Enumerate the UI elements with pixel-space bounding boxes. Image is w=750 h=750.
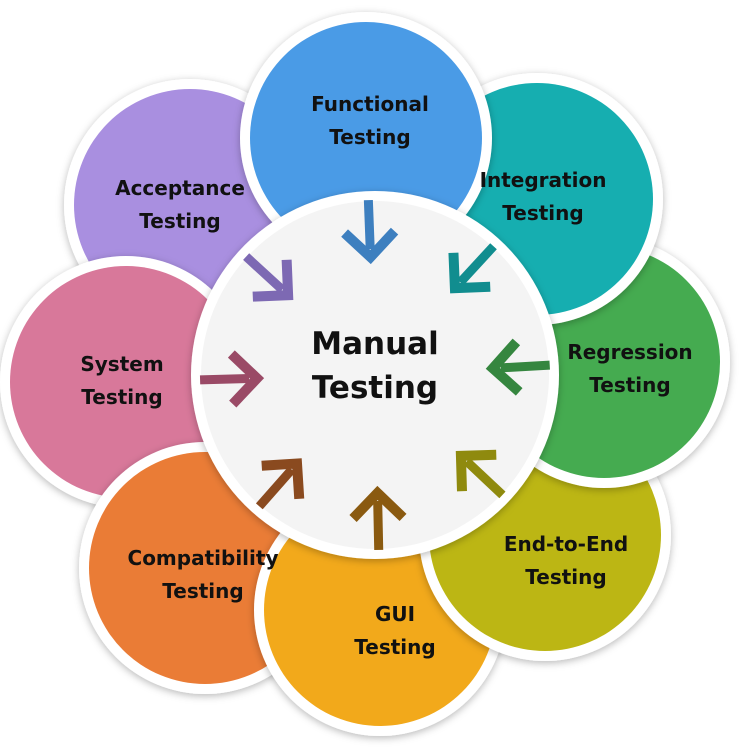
petal-label-regression: Regression Testing (567, 340, 693, 397)
arrow-icon (243, 253, 294, 302)
petal-6 (0, 256, 252, 508)
petal-label-acceptance: Acceptance Testing (115, 176, 245, 233)
arrow-icon (255, 458, 305, 510)
arrow-icon (349, 485, 407, 551)
arrow-icon (341, 199, 399, 265)
arrow-icon (199, 350, 265, 408)
center-title: Manual Testing (311, 326, 439, 406)
petal-circle (250, 22, 482, 254)
petal-label-functional: Functional Testing (311, 92, 429, 149)
petal-label-system: System Testing (80, 352, 164, 409)
arrow-icon (448, 243, 497, 294)
arrow-icon (485, 338, 550, 396)
petal-label-integration: Integration Testing (479, 168, 607, 225)
petal-label-end-to-end: End-to-End Testing (503, 532, 629, 589)
arrow-icon (455, 449, 506, 499)
petal-circle (10, 266, 242, 498)
petal-label-compatibility: Compatibility Testing (127, 546, 279, 603)
petal-label-gui: GUI Testing (354, 602, 436, 659)
